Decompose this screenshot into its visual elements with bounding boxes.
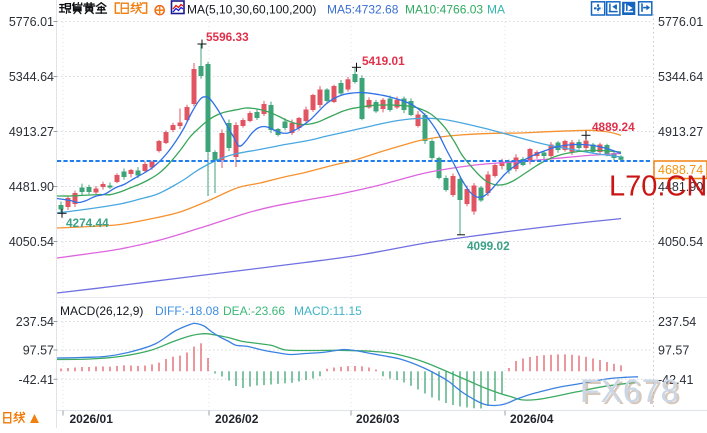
svg-text:2026/02: 2026/02: [215, 412, 259, 426]
svg-text:DEA:-23.66: DEA:-23.66: [223, 304, 285, 318]
svg-text:L70.CN: L70.CN: [609, 171, 707, 203]
svg-text:5776.01: 5776.01: [658, 15, 703, 29]
svg-text:4050.54: 4050.54: [9, 235, 54, 249]
svg-text:5419.01: 5419.01: [362, 54, 405, 68]
svg-text:MA(5,10,30,60,100,200): MA(5,10,30,60,100,200): [187, 3, 316, 17]
svg-text:97.57: 97.57: [658, 344, 689, 358]
svg-text:97.57: 97.57: [23, 344, 54, 358]
svg-text:2026/04: 2026/04: [510, 412, 554, 426]
svg-text:5344.64: 5344.64: [658, 70, 703, 84]
svg-text:MACD:11.15: MACD:11.15: [294, 304, 362, 318]
svg-text:DIFF:-18.08: DIFF:-18.08: [155, 304, 219, 318]
svg-text:4913.27: 4913.27: [658, 125, 703, 139]
svg-text:MA10:4766.03: MA10:4766.03: [405, 3, 483, 17]
svg-text:4099.02: 4099.02: [467, 239, 510, 253]
svg-text:4481.90: 4481.90: [9, 180, 54, 194]
svg-text:MACD(26,12,9): MACD(26,12,9): [60, 304, 143, 318]
svg-text:4481.90: 4481.90: [658, 180, 703, 194]
svg-text:2026/03: 2026/03: [356, 412, 400, 426]
svg-text:-42.41: -42.41: [658, 373, 693, 387]
svg-text:4688.74: 4688.74: [658, 163, 703, 177]
svg-text:237.54: 237.54: [16, 315, 54, 329]
svg-text:-42.41: -42.41: [19, 373, 54, 387]
svg-text:5776.01: 5776.01: [9, 15, 54, 29]
svg-text:4913.27: 4913.27: [9, 125, 54, 139]
svg-text:FX678: FX678: [583, 375, 682, 411]
svg-text:4889.24: 4889.24: [592, 120, 635, 134]
svg-text:5596.33: 5596.33: [206, 30, 249, 44]
svg-text:FX678: FX678: [580, 373, 679, 409]
svg-text:MA5:4732.68: MA5:4732.68: [327, 3, 399, 17]
svg-text:5344.64: 5344.64: [9, 70, 54, 84]
svg-text:4050.54: 4050.54: [658, 235, 703, 249]
svg-text:MA: MA: [487, 3, 505, 17]
svg-text:4274.44: 4274.44: [66, 216, 109, 230]
svg-text:2026/01: 2026/01: [70, 412, 114, 426]
svg-text:237.54: 237.54: [658, 315, 696, 329]
